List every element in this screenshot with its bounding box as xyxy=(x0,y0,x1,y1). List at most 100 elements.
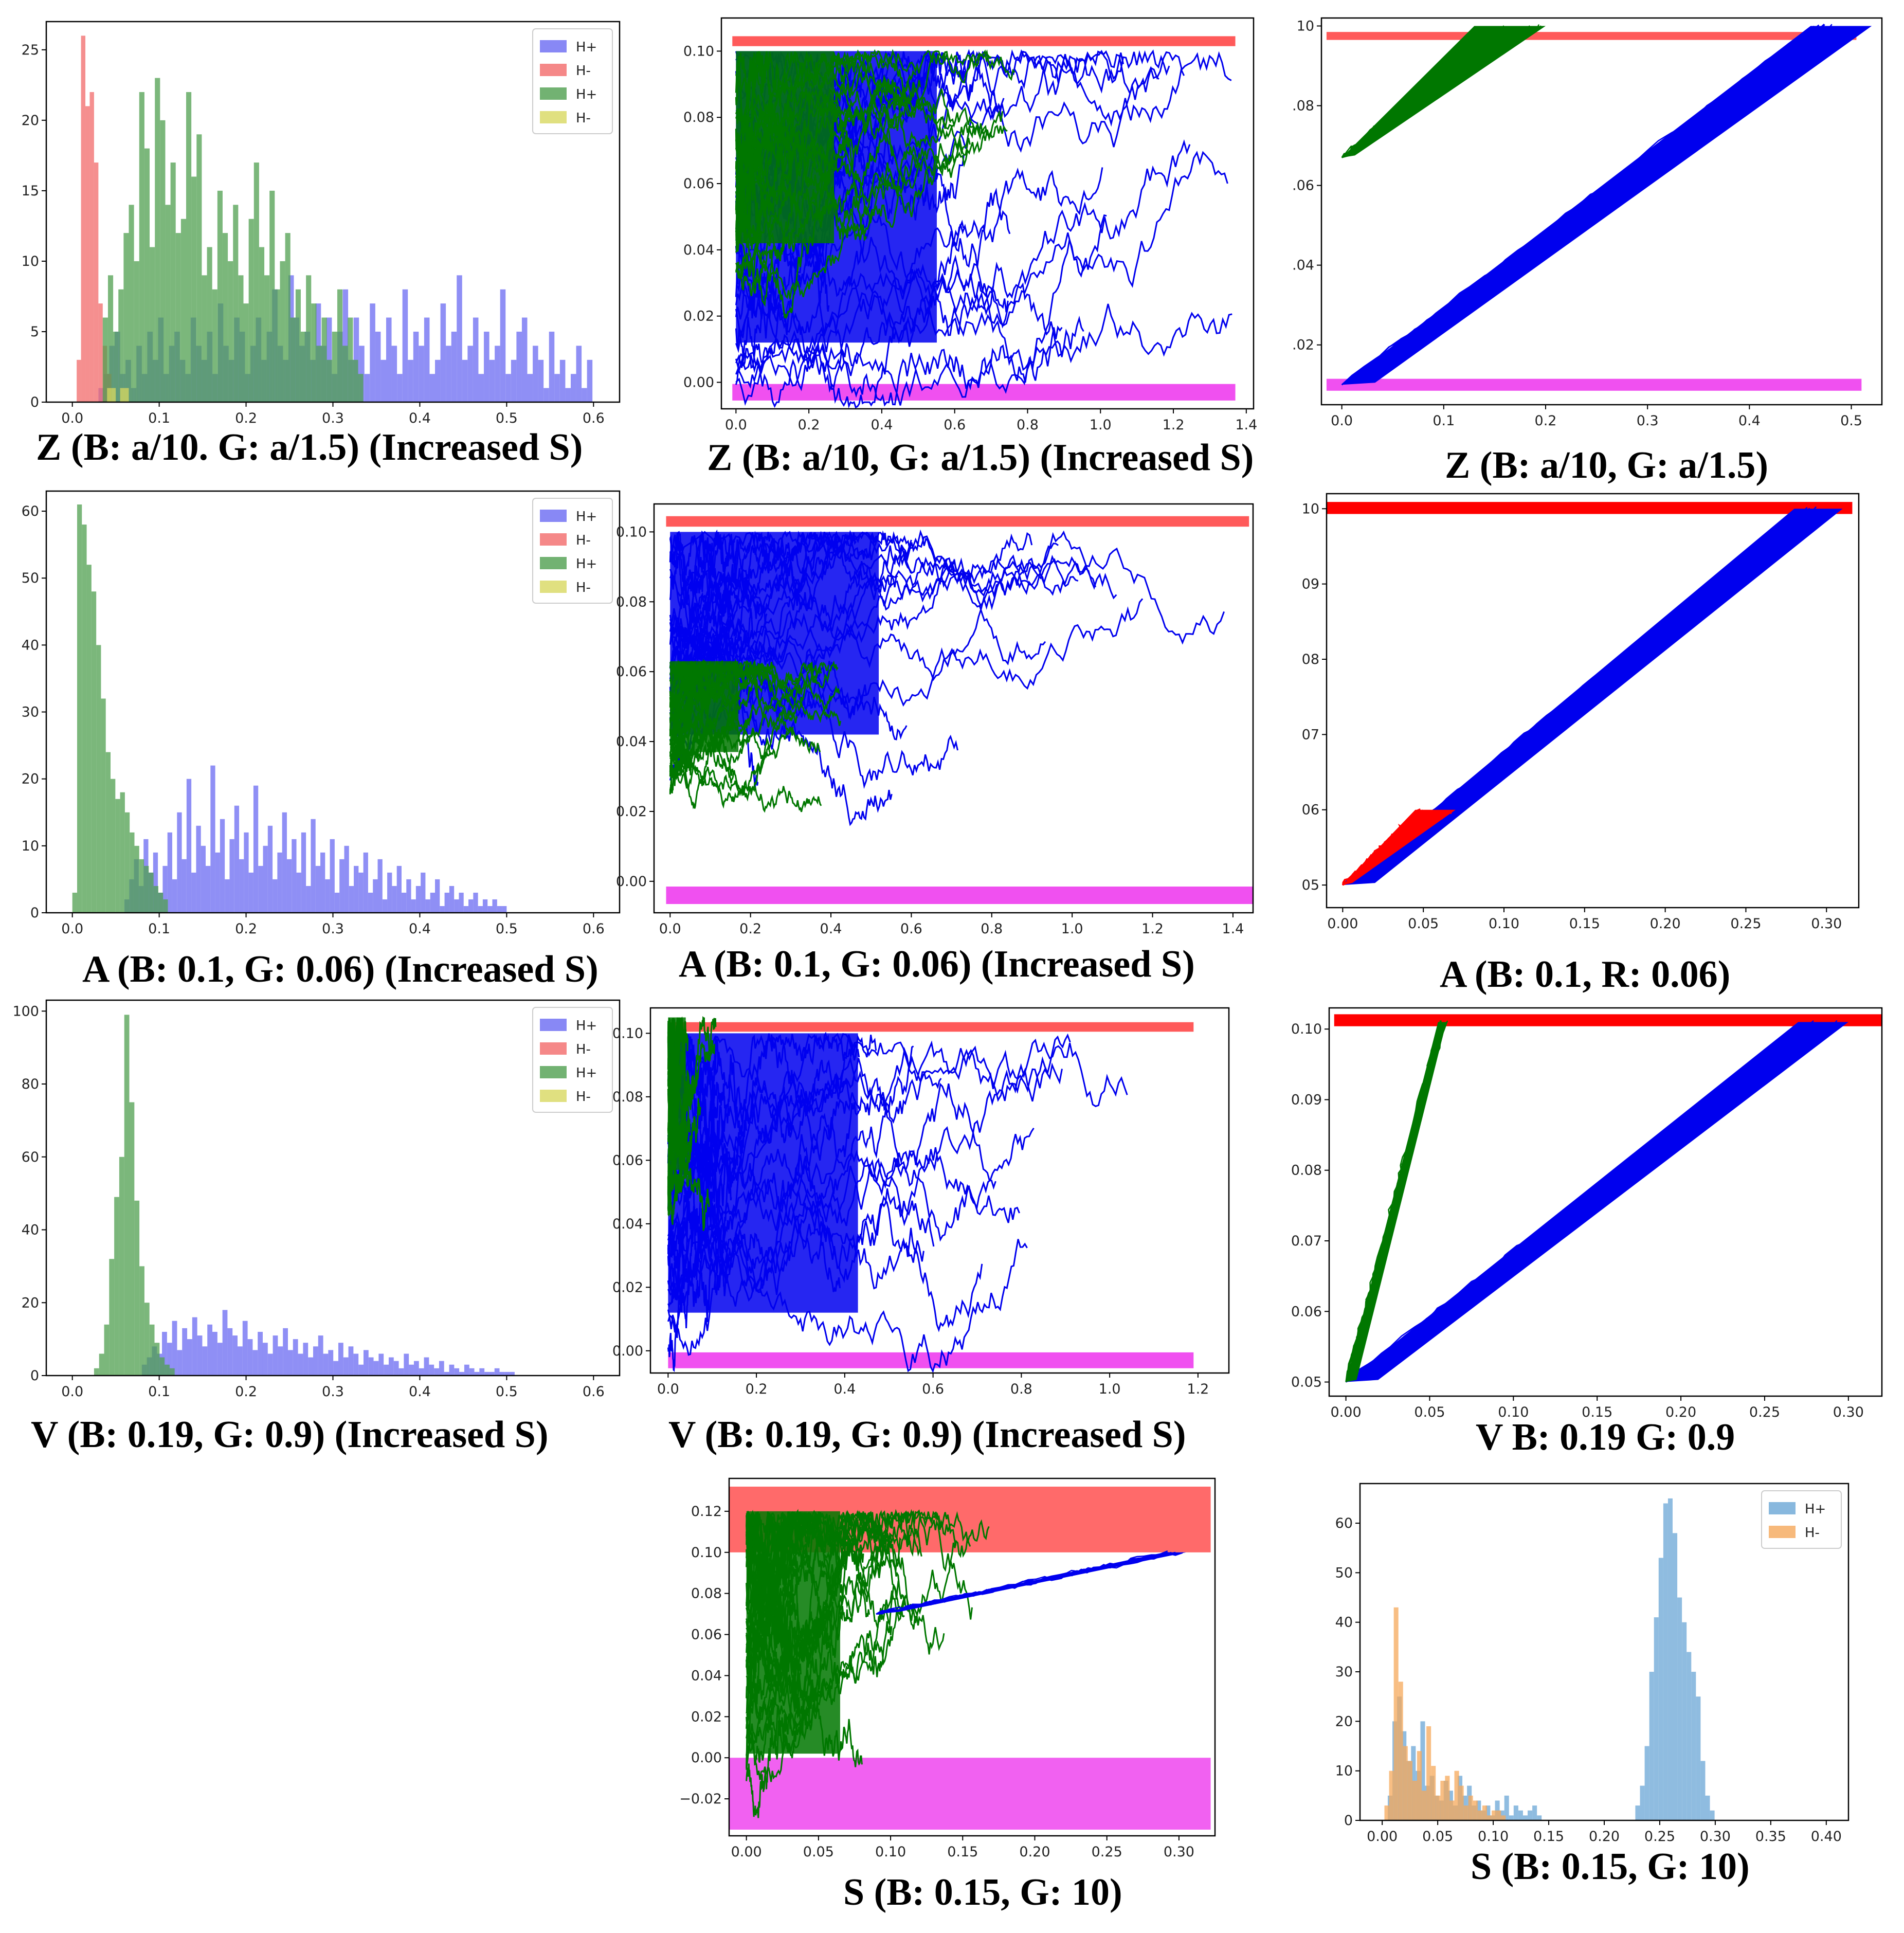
axes-frame xyxy=(720,17,1255,410)
hist-bar-s2-10 xyxy=(155,78,160,402)
green-path-dense-mass xyxy=(746,1511,840,1754)
hist-bar-s0-24 xyxy=(262,1343,268,1376)
hist-bar-s0-50 xyxy=(363,852,368,913)
hist-bar-s2-3 xyxy=(1649,1672,1654,1820)
x-tick-label: 0.05 xyxy=(1408,916,1439,932)
path-strand-1-1 xyxy=(1342,811,1448,886)
hist-bar-s0-13 xyxy=(186,779,192,913)
hist-bar-s1-17 xyxy=(1463,1805,1468,1820)
x-tick-label: 0.5 xyxy=(1840,413,1862,429)
x-tick-label: 0.3 xyxy=(1637,413,1659,429)
y-tick-label: 0.08 xyxy=(612,1089,643,1105)
hist-bar-s0-73 xyxy=(473,892,478,913)
hist-bar-s1-10 xyxy=(120,792,125,913)
hist-bar-s1-19 xyxy=(1473,1800,1478,1820)
hist-bar-s0-6 xyxy=(153,852,158,913)
hist-bar-s0-20 xyxy=(220,819,225,913)
hist-bar-s2-15 xyxy=(1705,1795,1710,1820)
hist-bar-s0-25 xyxy=(267,1353,273,1376)
hist-bar-s2-8 xyxy=(144,148,150,402)
hist-bar-s0-80 xyxy=(533,346,538,402)
hist-bar-s0-70 xyxy=(478,374,484,402)
hist-bar-s0-62 xyxy=(435,359,441,402)
hist-bar-s0-43 xyxy=(358,1364,364,1376)
path-bundle-0 xyxy=(1346,1022,1848,1382)
green-path-22 xyxy=(669,744,772,809)
hist-bar-s2-16 xyxy=(186,92,192,402)
threshold-band-1 xyxy=(666,887,1253,905)
hist-bar-s2-23 xyxy=(222,233,228,402)
hist-bar-s2-25 xyxy=(233,205,239,402)
plot-area xyxy=(77,35,593,402)
x-tick-label: 0.10 xyxy=(1478,1829,1509,1845)
hist-bar-s0-51 xyxy=(398,1368,404,1376)
y-tick-label: 40 xyxy=(22,1222,39,1238)
chart-z-lines: 0.0 0.1 0.2 0.3 0.4 0.5 .02 .04 .06 .08 10 xyxy=(1292,17,1883,429)
hist-bar-s0-64 xyxy=(446,346,451,402)
hist-bar-s0-70 xyxy=(494,1368,500,1376)
legend-label: H+ xyxy=(576,40,597,55)
hist-bar-s0-69 xyxy=(473,317,479,402)
hist-bar-s2-11 xyxy=(160,120,166,402)
hist-bar-s0-56 xyxy=(424,1357,429,1376)
hist-bar-s2-9 xyxy=(150,247,155,402)
caption-z-lines: Z (B: a/10, G: a/1.5) xyxy=(1445,444,1768,486)
hist-bar-s0-34 xyxy=(286,859,292,913)
x-tick-label: 0.0 xyxy=(61,410,83,426)
y-tick-label: 60 xyxy=(22,503,39,519)
path-bundle-0 xyxy=(1341,26,1872,385)
hist-bar-s0-49 xyxy=(358,872,364,913)
hist-bar-s0-36 xyxy=(323,1353,329,1376)
y-tick-label: 0.06 xyxy=(616,664,647,680)
y-tick-label: 0.08 xyxy=(683,110,714,125)
y-tick-label: .02 xyxy=(1292,337,1314,353)
path-strand-1-3 xyxy=(1342,810,1453,886)
hist-bar-s1-14 xyxy=(1449,1800,1455,1820)
hist-bar-s0-29 xyxy=(263,845,268,913)
threshold-band-0 xyxy=(1334,1014,1882,1026)
legend-swatch xyxy=(540,1090,567,1102)
hist-bar-s0-65 xyxy=(451,331,457,402)
x-tick-label: 0.8 xyxy=(1010,1381,1032,1397)
hist-bar-s3-3 xyxy=(120,388,125,402)
hist-bar-s1-21 xyxy=(1482,1805,1487,1820)
hist-bar-s2-5 xyxy=(129,205,134,402)
hist-bar-s0-18 xyxy=(210,765,215,913)
hist-bar-s0-15 xyxy=(217,1343,223,1376)
x-tick-label: 0.25 xyxy=(1092,1844,1122,1860)
hist-bar-s0-65 xyxy=(469,1368,475,1376)
hist-bar-s1-5 xyxy=(96,645,101,913)
hist-bar-s0-28 xyxy=(258,865,263,913)
hist-bar-s0-43 xyxy=(330,839,335,913)
hist-bar-s2-13 xyxy=(1696,1696,1701,1820)
hist-bar-s0-45 xyxy=(339,859,344,913)
hist-bar-s0-50 xyxy=(393,1361,399,1376)
hist-bar-s0-79 xyxy=(527,374,533,402)
path-strand-1-2 xyxy=(1341,25,1542,158)
hist-bar-s1-5 xyxy=(119,1157,124,1376)
hist-bar-s0-73 xyxy=(495,346,500,402)
hist-bar-s0-60 xyxy=(424,317,430,402)
hist-bar-s1-4 xyxy=(1403,1746,1408,1820)
hist-bar-s2-18 xyxy=(196,134,202,402)
y-tick-label: 0.10 xyxy=(612,1025,643,1041)
x-tick-label: 0.2 xyxy=(235,1384,257,1400)
hist-bar-s2-11 xyxy=(1687,1652,1692,1820)
x-tick-label: 0.2 xyxy=(235,921,257,937)
x-tick-label: 0.4 xyxy=(409,410,431,426)
hist-bar-s0-74 xyxy=(500,289,506,402)
hist-bar-s0-14 xyxy=(212,1331,217,1376)
hist-bar-s1-9 xyxy=(1426,1726,1431,1820)
hist-bar-s1-5 xyxy=(98,303,103,402)
hist-bar-s0-38 xyxy=(333,1361,338,1376)
x-tick-label: 0.0 xyxy=(1331,413,1353,429)
x-tick-label: 0.20 xyxy=(1589,1829,1620,1845)
hist-bar-s1-20 xyxy=(1477,1810,1482,1820)
path-strand-1-0 xyxy=(1341,27,1491,158)
x-tick-label: 0.15 xyxy=(1533,1829,1564,1845)
legend-label: H+ xyxy=(576,556,597,572)
x-tick-label: 0.8 xyxy=(981,921,1003,937)
y-tick-label: 100 xyxy=(12,1003,39,1019)
legend-swatch xyxy=(540,1019,567,1031)
hist-bar-s0-52 xyxy=(404,1353,409,1376)
